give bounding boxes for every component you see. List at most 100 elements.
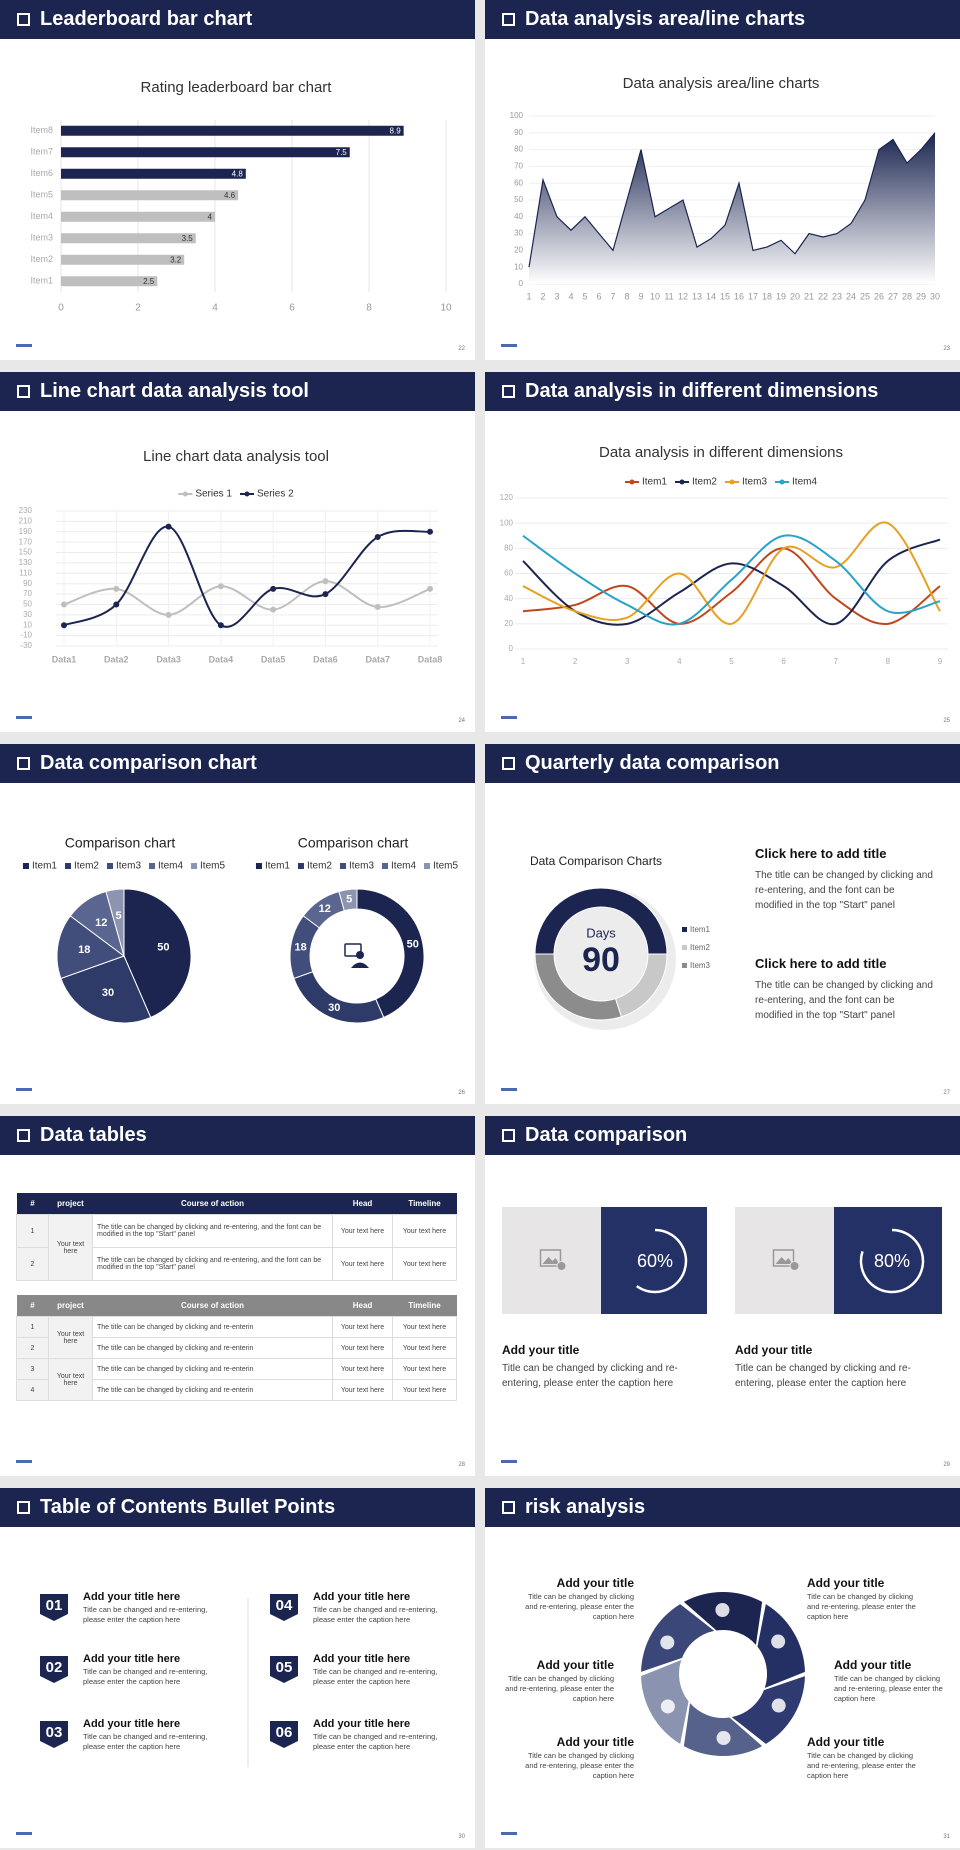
item-title: Add your title here	[83, 1718, 181, 1730]
slide-heading: Table of Contents Bullet Points	[40, 1496, 336, 1518]
slice	[356, 888, 425, 1019]
chart-title: Line chart data analysis tool	[143, 448, 329, 465]
chart-title: Comparison chart	[298, 835, 409, 851]
x-tick-label: 2	[540, 291, 545, 301]
header-cell: Course of action	[180, 1199, 245, 1208]
marker	[427, 528, 433, 535]
slice	[338, 888, 358, 912]
chart: Data analysis area/line charts 0 10 20 30 40 5…	[510, 75, 940, 301]
cell-timeline: Your text here	[392, 1247, 457, 1281]
x-tick-label: 17	[748, 291, 758, 301]
slide-heading: Quarterly data comparison	[525, 752, 780, 774]
badge	[270, 1594, 298, 1621]
data-table: # project Course of action Head Timeline 1 You…	[16, 1193, 457, 1281]
x-tick-label: Data2	[104, 654, 129, 664]
logo	[501, 344, 517, 347]
x-tick-label: 12	[678, 291, 688, 301]
header-icon	[17, 757, 30, 770]
legend-label: Item5	[433, 861, 458, 872]
data-label: 3.2	[170, 255, 182, 264]
x-tick-label: 20	[790, 291, 800, 301]
slide: Table of Contents Bullet Points 30 01 02 03 0…	[0, 1488, 475, 1848]
x-tick-label: 9	[638, 291, 643, 301]
x-tick-label: 0	[58, 303, 64, 314]
x-tick-label: 4	[568, 291, 573, 301]
bar	[61, 276, 158, 287]
x-tick-label: 13	[692, 291, 702, 301]
legend-swatch-dot	[629, 479, 635, 485]
slice	[60, 955, 152, 1024]
x-tick-label: 8	[624, 291, 629, 301]
picture-icon	[542, 1257, 560, 1264]
header-cell: Head	[352, 1301, 373, 1310]
risk-body: Title can be changed by clicking and re-…	[807, 1751, 916, 1780]
data-label: 30	[102, 987, 114, 999]
legend-label: Series 2	[257, 489, 294, 500]
marker	[270, 606, 277, 613]
y-tick-label: 60	[514, 178, 523, 187]
page-number: 29	[943, 1462, 950, 1468]
risk-body: Title can be changed by clicking and re-…	[525, 1592, 634, 1621]
legend-label: Series 1	[195, 489, 232, 500]
y-tick-label: 170	[19, 537, 33, 546]
x-tick-label: 8	[886, 657, 891, 666]
chart	[641, 1592, 805, 1756]
legend-label: Item1	[690, 925, 711, 934]
slice	[534, 953, 623, 1021]
risk-body: Title can be changed by clicking and re-…	[834, 1674, 943, 1703]
marker	[165, 611, 172, 618]
slide-heading: Data tables	[40, 1124, 147, 1146]
y-tick-label: -30	[20, 641, 32, 650]
legend-swatch	[682, 945, 687, 950]
legend-label: Item2	[74, 861, 99, 872]
risk-title: Add your title	[556, 1735, 634, 1749]
item-body: Title can be changed and re-entering, pl…	[83, 1605, 208, 1624]
y-tick-label: 110	[19, 568, 32, 577]
card-title: Add your title	[502, 1343, 580, 1357]
chart-title: Comparison chart	[65, 835, 176, 851]
legend-item: Item1	[624, 477, 667, 488]
x-tick-label: Data6	[313, 654, 338, 664]
item-body: Title can be changed and re-entering, pl…	[313, 1605, 438, 1624]
y-tick-label: 100	[510, 111, 524, 120]
x-tick-label: 6	[781, 657, 786, 666]
legend-item: Item1	[22, 861, 57, 872]
card-body: Title can be changed by clicking and re-…	[735, 1363, 911, 1389]
x-tick-label: 28	[902, 291, 912, 301]
header-row: # project Course of action Head Timeline	[16, 1295, 457, 1317]
legend-swatch	[255, 863, 262, 869]
legend-label: Item3	[690, 961, 711, 970]
y-tick-label: 10	[23, 620, 32, 629]
y-tick-label: Item2	[30, 254, 53, 264]
y-tick-label: 80	[514, 145, 523, 154]
y-tick-label: 70	[514, 162, 523, 171]
x-tick-label: 2	[573, 657, 578, 666]
marker	[61, 601, 67, 608]
legend-swatch-dot	[244, 491, 250, 497]
slide: Data tables 28 # project Course of action Hea…	[0, 1116, 475, 1476]
page-number: 26	[458, 1090, 465, 1096]
data-label: 5	[115, 910, 121, 922]
icon	[344, 943, 362, 957]
page-number: 23	[943, 346, 950, 352]
badge	[270, 1721, 298, 1748]
cell-head: Your text here	[332, 1316, 393, 1338]
badge-number: 02	[46, 1659, 63, 1676]
legend-swatch	[382, 863, 389, 869]
y-tick-label: 40	[514, 212, 523, 221]
legend-swatch-dot	[679, 479, 685, 485]
table-row: 1 Your text here The title can be changed …	[16, 1316, 457, 1359]
cell-action: The title can be changed by clicking and…	[92, 1358, 333, 1380]
data-label: 12	[95, 917, 107, 929]
legend-label: Item4	[792, 477, 817, 488]
marker	[165, 523, 172, 530]
legend-label: Item4	[158, 861, 183, 872]
card-panel	[601, 1207, 707, 1314]
logo	[16, 1460, 32, 1463]
header-icon	[502, 757, 515, 770]
legend-item: Item5	[191, 861, 225, 872]
x-tick-label: 10	[440, 303, 452, 314]
x-tick-label: 26	[874, 291, 884, 301]
cell-action: The title can be changed by clicking and…	[92, 1337, 333, 1359]
